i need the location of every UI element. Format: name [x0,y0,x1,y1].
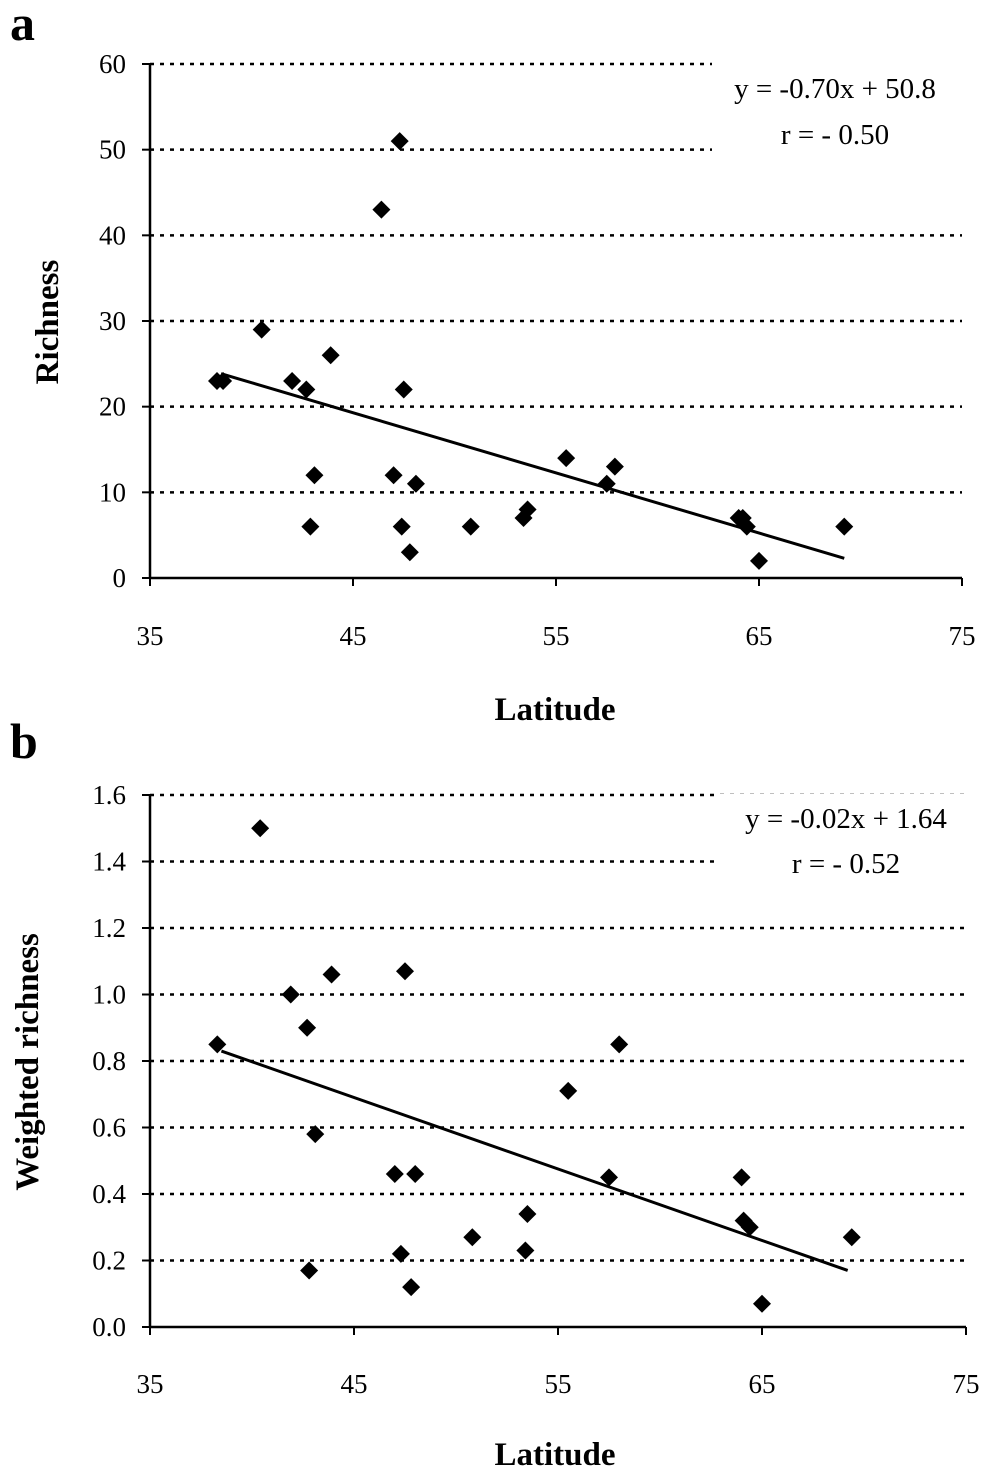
data-point [750,551,768,570]
data-point [740,1218,759,1237]
x-tick-label: 45 [341,1369,368,1399]
y-tick-label: 50 [99,135,126,165]
y-tick-label: 1.4 [92,847,126,877]
panel-b-annotation-box [720,794,972,894]
data-point [208,1035,227,1054]
data-point [600,1168,618,1187]
data-point [610,1035,629,1054]
y-tick-label: 1.2 [92,913,126,943]
panel-b-x-ticks: 35 45 55 65 75 [137,1327,980,1399]
panel-a-y-ticks: 0 10 20 30 40 50 60 [99,49,150,593]
x-tick-label: 35 [137,1369,164,1399]
data-point [372,200,391,219]
y-tick-label: 40 [99,220,126,250]
y-tick-label: 0.0 [92,1312,126,1342]
data-point [306,1125,325,1144]
data-point [835,517,854,536]
panel-a-equation: y = -0.70x + 50.8 [734,73,936,105]
panel-b-r-value: r = - 0.52 [792,848,900,880]
data-point [732,1168,751,1187]
data-point [301,517,320,536]
x-tick-label: 55 [543,621,570,651]
data-point [461,517,480,536]
panel-b-x-axis-label: Latitude [494,1437,615,1471]
data-point [214,371,233,390]
data-point [842,1228,861,1247]
y-tick-label: 20 [99,392,126,422]
panel-a-annotation-box [712,62,970,162]
data-point [463,1228,482,1247]
data-point [305,466,324,485]
y-tick-label: 60 [99,49,126,79]
panel-a-y-axis-label: Richness [30,260,66,385]
data-point [321,346,340,365]
y-tick-label: 1.0 [92,980,126,1010]
data-point [297,380,316,399]
panel-a: a 0 10 20 30 40 50 60 35 45 55 65 75 y = -0.70x + … [10,0,976,728]
data-point [753,1294,771,1313]
data-point [518,500,537,519]
panel-b-y-axis-label: Weighted richness [10,933,46,1191]
data-point [281,985,300,1004]
data-point [394,380,413,399]
data-point [322,965,341,984]
data-point [516,1241,535,1260]
data-point [518,1204,537,1223]
data-point [605,457,624,476]
data-point [384,466,403,485]
x-tick-label: 45 [340,621,367,651]
data-point [391,1244,410,1263]
data-point [251,819,270,838]
panel-b-y-ticks: 0.0 0.2 0.4 0.6 0.8 1.0 1.2 1.4 1.6 [92,780,150,1342]
data-point [559,1081,578,1100]
data-point [406,474,425,493]
data-point [252,320,271,339]
x-tick-label: 75 [949,621,976,651]
y-tick-label: 0 [113,563,127,593]
data-point [597,474,616,493]
data-point [283,371,302,390]
y-tick-label: 0.2 [92,1246,126,1276]
data-point [300,1261,319,1280]
x-tick-label: 65 [749,1369,776,1399]
panel-b-trendline [220,1049,849,1272]
data-point [390,132,409,151]
data-point [402,1278,421,1297]
y-tick-label: 0.6 [92,1113,126,1143]
panel-b-label: b [10,713,38,769]
panel-a-r-value: r = - 0.50 [781,119,889,151]
y-tick-label: 10 [99,477,126,507]
x-tick-label: 75 [953,1369,980,1399]
panel-a-points [207,132,854,570]
data-point [400,543,419,562]
panel-b-equation: y = -0.02x + 1.64 [745,803,947,835]
y-tick-label: 0.4 [92,1179,126,1209]
x-tick-label: 65 [746,621,773,651]
panel-a-label: a [10,0,35,51]
y-tick-label: 0.8 [92,1046,126,1076]
panel-a-x-ticks: 35 45 55 65 75 [137,578,976,651]
panel-b-points [208,819,861,1313]
x-tick-label: 55 [545,1369,572,1399]
data-point [298,1018,317,1037]
y-tick-label: 1.6 [92,780,126,810]
panel-a-x-axis-label: Latitude [494,692,615,728]
data-point [385,1165,404,1184]
data-point [557,449,576,468]
panel-b: b 0.0 0.2 0.4 0.6 0.8 1.0 1.2 1.4 1.6 35 45 55 65 75… [10,713,980,1471]
data-point [737,517,756,536]
x-tick-label: 35 [137,621,164,651]
data-point [406,1165,425,1184]
y-tick-label: 30 [99,306,126,336]
data-point [392,517,411,536]
data-point [396,962,414,981]
